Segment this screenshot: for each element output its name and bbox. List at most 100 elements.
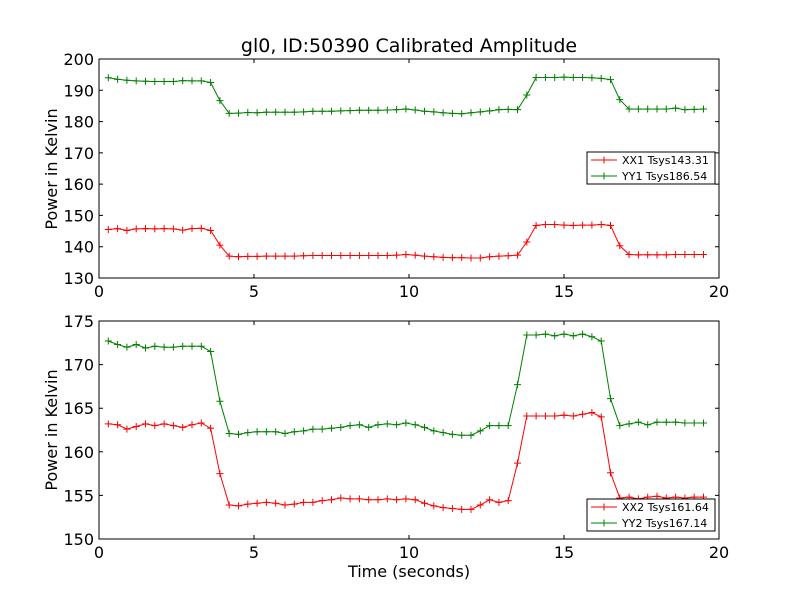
data-point — [142, 77, 149, 85]
data-point — [421, 499, 428, 507]
data-point — [653, 418, 661, 426]
y-tick-label: 170 — [63, 356, 94, 375]
data-point — [569, 332, 577, 340]
data-point — [690, 251, 698, 259]
data-point — [272, 108, 280, 116]
data-point — [114, 75, 122, 83]
data-point — [235, 253, 242, 261]
x-tick-label: 15 — [554, 282, 574, 301]
data-point — [569, 73, 577, 81]
data-point — [672, 104, 680, 112]
data-point — [328, 496, 335, 504]
x-tick-label: 20 — [709, 282, 729, 301]
data-point — [393, 106, 401, 114]
data-point — [216, 470, 224, 478]
data-point — [458, 431, 466, 439]
data-point — [337, 423, 345, 431]
y-tick-label: 180 — [63, 113, 94, 132]
data-point — [476, 108, 484, 116]
data-point — [151, 342, 159, 350]
data-point — [142, 344, 149, 352]
data-point — [290, 252, 298, 260]
data-point — [281, 108, 289, 116]
data-point — [272, 499, 280, 507]
bottom-subplot: Power in Kelvin Time (seconds) 0 5 10 15 20 1… — [42, 312, 729, 581]
data-point — [355, 251, 363, 259]
data-point — [644, 105, 652, 113]
data-point — [588, 333, 596, 341]
data-point — [467, 109, 475, 117]
data-point — [495, 252, 503, 260]
data-point — [495, 498, 503, 506]
data-point — [374, 106, 382, 114]
data-point — [625, 420, 633, 428]
data-point — [458, 505, 466, 513]
data-point — [337, 251, 345, 259]
data-point — [616, 242, 624, 250]
y-axis-label: Power in Kelvin — [42, 369, 61, 490]
data-point — [672, 251, 680, 259]
y-tick-label: 190 — [63, 81, 94, 100]
y-tick-label: 150 — [63, 530, 94, 549]
data-point — [569, 412, 577, 420]
data-point — [216, 397, 224, 405]
data-point — [188, 421, 196, 429]
data-point — [346, 495, 354, 503]
data-point — [207, 424, 215, 432]
data-point — [504, 422, 512, 430]
data-point — [355, 421, 363, 429]
data-point — [439, 429, 447, 437]
data-point — [467, 505, 475, 513]
top-legend: XX1 Tsys143.31 YY1 Tsys186.54 — [586, 151, 716, 185]
data-point — [169, 422, 177, 430]
x-tick-label: 5 — [249, 282, 259, 301]
data-point — [402, 419, 410, 427]
x-tick-label: 20 — [709, 543, 729, 562]
data-point — [476, 254, 484, 262]
y-axis-label: Power in Kelvin — [42, 108, 61, 229]
data-point — [235, 430, 242, 438]
data-point — [104, 337, 112, 345]
data-point — [318, 497, 326, 505]
data-point — [551, 412, 559, 420]
top-plot-area — [104, 73, 707, 262]
data-point — [244, 108, 252, 116]
legend-label: YY1 Tsys186.54 — [621, 170, 707, 183]
data-point — [365, 106, 373, 114]
data-point — [532, 221, 540, 229]
x-tick-label: 15 — [554, 543, 574, 562]
data-point — [625, 251, 633, 259]
data-point — [421, 252, 428, 260]
data-point — [104, 420, 112, 428]
data-point — [318, 425, 326, 433]
data-point — [244, 252, 252, 260]
data-point — [328, 251, 335, 259]
data-point — [532, 73, 540, 81]
data-point — [253, 252, 261, 260]
data-point — [355, 495, 363, 503]
top-axis-ticks: 0 5 10 15 20 130 140 150 160 170 180 190 200 — [63, 50, 729, 301]
data-point — [142, 420, 149, 428]
data-point — [634, 251, 642, 259]
data-point — [207, 226, 215, 234]
data-point — [430, 108, 438, 116]
data-point — [448, 109, 456, 117]
data-point — [560, 73, 568, 81]
data-point — [383, 495, 391, 503]
data-point — [309, 107, 317, 115]
data-point — [476, 427, 484, 435]
x-tick-label: 0 — [94, 282, 104, 301]
data-point — [662, 251, 670, 259]
data-point — [448, 254, 456, 262]
data-point — [579, 330, 587, 338]
data-point — [644, 421, 652, 429]
data-point — [486, 496, 494, 504]
data-point — [430, 427, 438, 435]
y-tick-label: 170 — [63, 144, 94, 163]
data-point — [486, 422, 494, 430]
data-point — [374, 421, 382, 429]
data-point — [411, 421, 419, 429]
data-point — [160, 225, 168, 233]
data-point — [132, 225, 140, 233]
data-point — [551, 221, 559, 229]
